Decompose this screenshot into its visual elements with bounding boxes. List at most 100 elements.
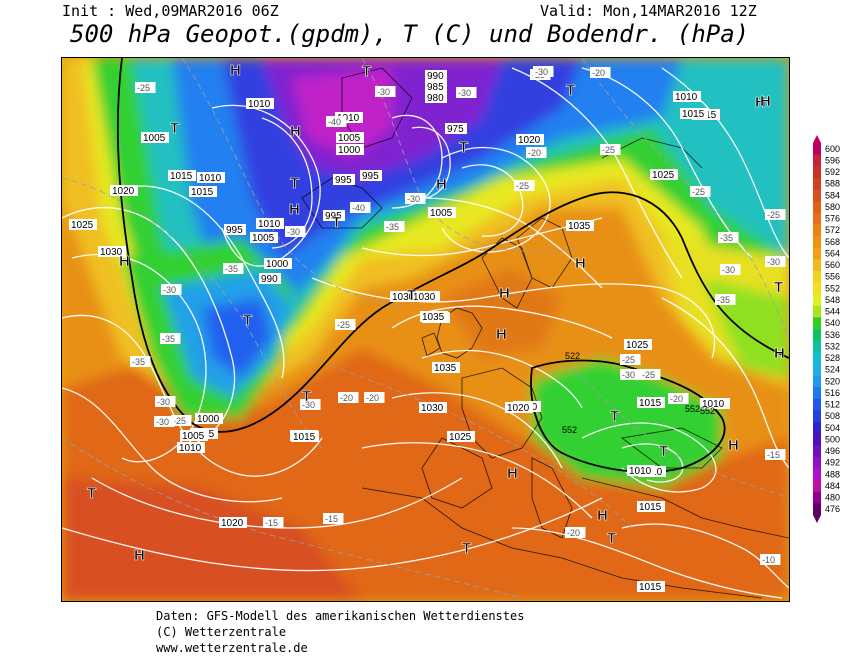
pressure-label: 980 — [427, 93, 444, 104]
high-pressure-center: H — [575, 255, 586, 272]
low-pressure-center: T — [87, 485, 96, 502]
temperature-label: -40 — [328, 117, 341, 127]
pressure-label-box — [180, 430, 208, 441]
map-title: 500 hPa Geopot.(gpdm), T (C) und Bodendr… — [70, 20, 750, 48]
pressure-label: 985 — [427, 82, 444, 93]
pressure-label-box — [566, 220, 594, 231]
high-pressure-center: H — [230, 62, 241, 79]
pressure-label: 1000 — [266, 259, 289, 270]
pressure-label-box — [264, 258, 292, 269]
pressure-label: 1010 — [258, 219, 281, 230]
pressure-label-box — [335, 112, 363, 123]
legend-value: 572 — [825, 225, 840, 235]
legend-value: 488 — [825, 469, 840, 479]
legend-swatch — [813, 410, 821, 423]
temperature-label: -20 — [670, 394, 683, 404]
pressure-label: 1015 — [293, 432, 316, 443]
legend-value: 576 — [825, 214, 840, 224]
temperature-label-box — [223, 263, 244, 274]
pressure-label-box — [420, 311, 448, 322]
low-pressure-center: T — [302, 388, 311, 405]
legend-swatch — [813, 456, 821, 469]
legend-swatch — [813, 398, 821, 411]
pressure-label: 1030 — [100, 247, 123, 258]
low-pressure-center: T — [659, 443, 668, 460]
pressure-label: 995 — [335, 175, 352, 186]
temperature-label-box — [640, 369, 661, 380]
isohypse-label: 552 — [700, 406, 715, 416]
legend-swatch — [813, 317, 821, 330]
pressure-label-box — [624, 339, 652, 350]
temperature-label: -30 — [458, 88, 471, 98]
pressure-label: 1010 — [248, 99, 271, 110]
low-pressure-center: T — [462, 540, 471, 557]
legend-value: 540 — [825, 318, 840, 328]
temperature-label-box — [533, 66, 554, 77]
temperature-label: -25 — [642, 370, 655, 380]
temperature-label: -35 — [717, 295, 730, 305]
footer-url: www.wetterzentrale.de — [156, 641, 308, 655]
temperature-label-box — [668, 393, 689, 404]
temperature-label: -30 — [722, 265, 735, 275]
valid-time-label: Valid: Mon,14MAR2016 12Z — [540, 2, 757, 20]
temperature-label: -25 — [173, 416, 186, 426]
pressure-label: 1030 — [392, 292, 415, 303]
temperature-label-box — [405, 193, 426, 204]
legend-bottom-arrow — [813, 515, 821, 523]
pressure-label-box — [637, 397, 665, 408]
temperature-label-box — [300, 399, 321, 410]
pressure-label-box — [259, 273, 281, 284]
temperature-label-box — [760, 554, 781, 565]
legend-swatch — [813, 189, 821, 202]
legend-value: 568 — [825, 237, 840, 247]
temperature-label-box — [526, 147, 547, 158]
legend-top-arrow — [813, 135, 821, 143]
temperature-label: -40 — [352, 203, 365, 213]
pressure-label-box — [246, 98, 274, 109]
legend-swatch — [813, 259, 821, 272]
pressure-label-box — [445, 123, 467, 134]
footer-source: Daten: GFS-Modell des amerikanischen Wet… — [156, 609, 525, 623]
init-time-label: Init : Wed,09MAR2016 06Z — [62, 2, 279, 20]
temperature-label: -15 — [265, 518, 278, 528]
temperature-label: -35 — [386, 222, 399, 232]
temperature-label-box — [720, 264, 741, 275]
pressure-label-box — [425, 70, 447, 81]
pressure-label-box — [333, 174, 355, 185]
geopotential-field — [62, 58, 789, 601]
pressure-label-box — [419, 402, 447, 413]
pressure-label: 1020 — [518, 135, 541, 146]
isobars — [62, 67, 789, 599]
pressure-label-box — [197, 172, 225, 183]
high-pressure-center: H — [760, 93, 771, 110]
pressure-label: 1025 — [626, 340, 649, 351]
low-pressure-center: T — [290, 175, 299, 192]
pressure-label-box — [425, 92, 447, 103]
temperature-label: -25 — [137, 83, 150, 93]
temperature-label-box — [590, 67, 611, 78]
temperature-label-box — [130, 356, 151, 367]
temperature-label-box — [765, 449, 786, 460]
legend-swatch — [813, 422, 821, 435]
pressure-label-box — [673, 91, 701, 102]
legend-swatch — [813, 329, 821, 342]
pressure-label: 990 — [427, 71, 444, 82]
temperature-label-box — [155, 396, 176, 407]
pressure-label-box — [425, 81, 447, 92]
pressure-label: 1015 — [639, 502, 662, 513]
high-pressure-center: H — [436, 176, 447, 193]
legend-swatch — [813, 201, 821, 214]
temperature-label-box — [715, 294, 736, 305]
pressure-label: 1000 — [338, 145, 361, 156]
pressure-label-box — [168, 170, 196, 181]
legend-value: 508 — [825, 411, 840, 421]
temperature-label: -30 — [377, 87, 390, 97]
legend-value: 596 — [825, 155, 840, 165]
pressure-label-box — [505, 402, 533, 413]
legend-swatch — [813, 445, 821, 458]
pressure-label: 1035 — [434, 363, 457, 374]
temperature-label-box — [335, 319, 356, 330]
legend-value: 496 — [825, 446, 840, 456]
temperature-label: -35 — [162, 334, 175, 344]
temperature-label: -30 — [407, 194, 420, 204]
